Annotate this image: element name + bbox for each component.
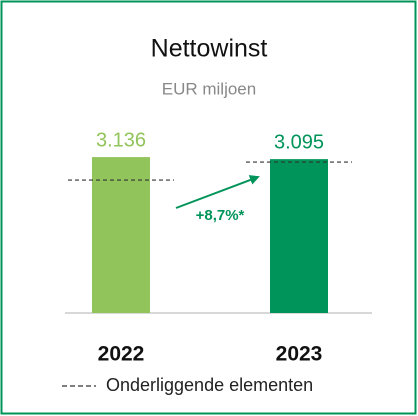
value-label: 3.136 [96, 129, 146, 151]
value-label: 3.095 [274, 131, 324, 153]
chart-subtitle: EUR miljoen [162, 79, 256, 98]
x-tick-label: 2022 [98, 343, 145, 366]
annotation-arrow [175, 175, 260, 209]
bar [270, 159, 328, 313]
legend-label: Onderliggende elementen [106, 375, 313, 395]
annotation: +8,7%* [196, 207, 245, 224]
chart-title: Nettowinst [151, 35, 268, 63]
x-tick-label: 2023 [276, 343, 323, 366]
bar [92, 157, 150, 313]
